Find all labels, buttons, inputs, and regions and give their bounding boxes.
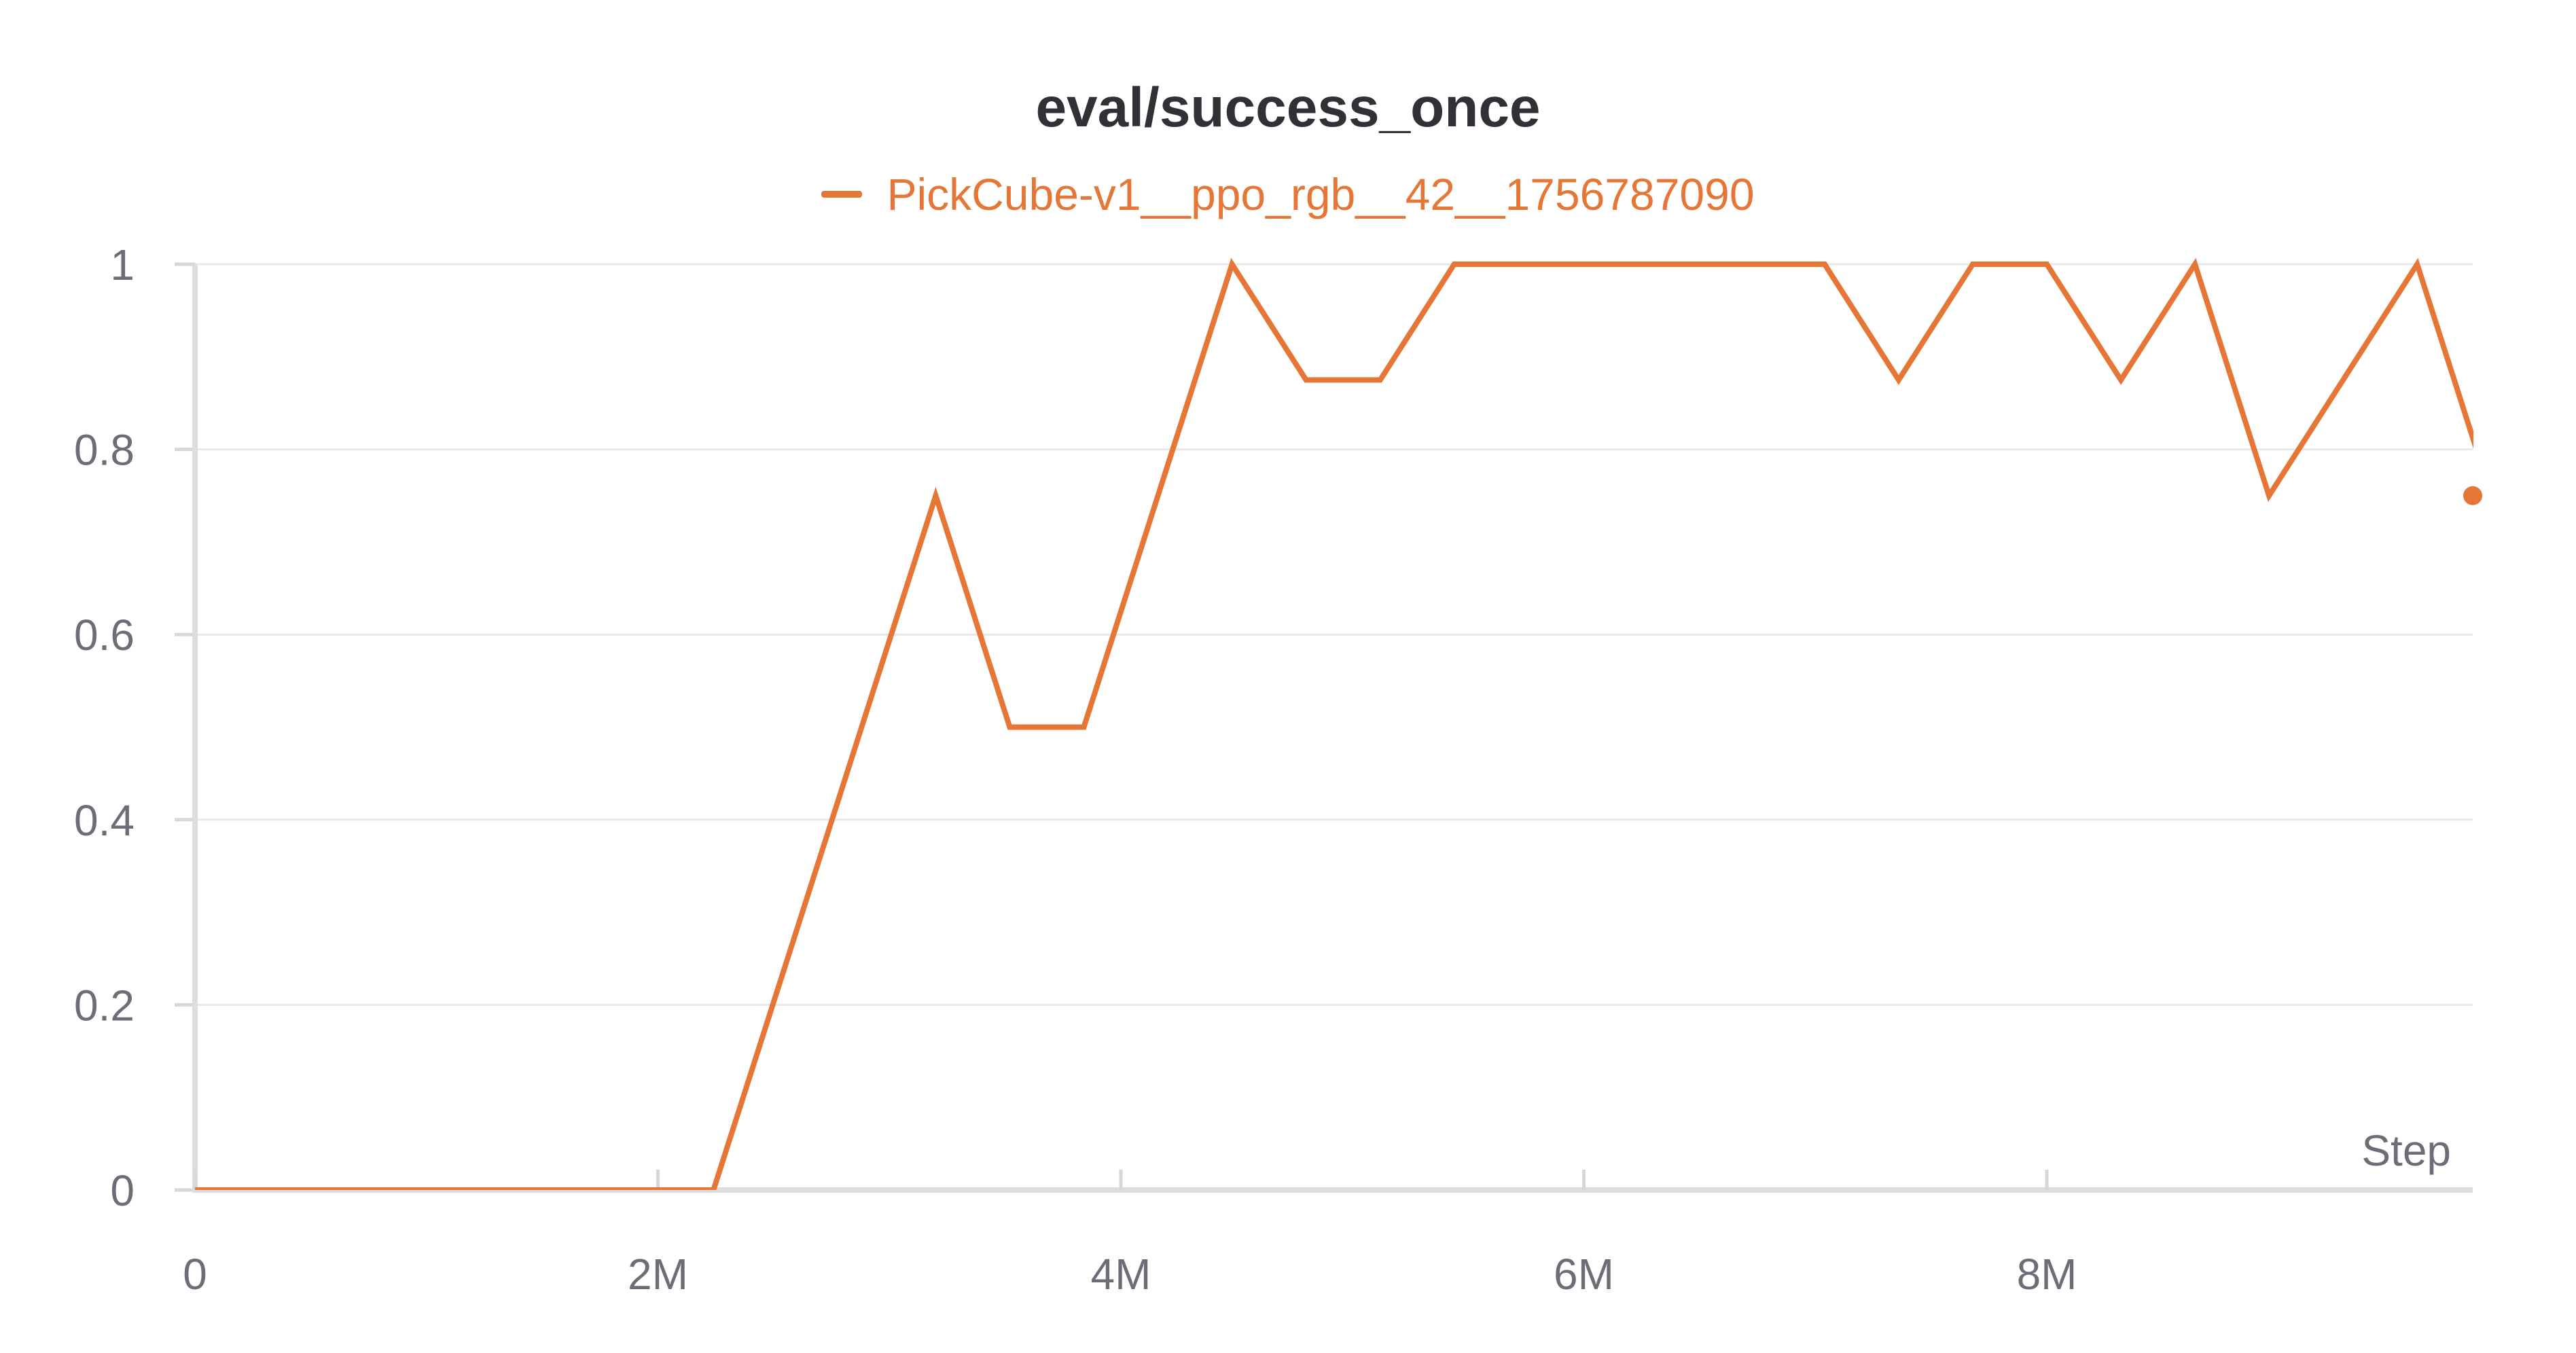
- x-tick-label: 8M: [2017, 1250, 2077, 1299]
- x-tick-label: 6M: [1554, 1250, 1614, 1299]
- y-tick-label: 1: [110, 240, 135, 289]
- chart-title: eval/success_once: [1035, 77, 1541, 139]
- legend-swatch: [821, 191, 863, 198]
- y-tick-label: 0: [110, 1166, 135, 1215]
- legend-series-label: PickCube-v1__ppo_rgb__42__1756787090: [887, 169, 1755, 219]
- y-tick-label: 0.6: [74, 611, 135, 660]
- y-tick-label: 0.8: [74, 426, 135, 475]
- tick-labels: 0 0.2 0.4 0.6 0.8 1 0 2M 4M 6M 8M: [74, 240, 2077, 1299]
- x-tick-label: 0: [183, 1250, 207, 1299]
- series-end-point[interactable]: [2463, 486, 2482, 505]
- series-group: [195, 257, 2491, 1190]
- y-tick-label: 0.4: [74, 796, 135, 845]
- series-line[interactable]: [195, 257, 2491, 1190]
- axes: [175, 262, 2473, 1193]
- series-layer: [195, 257, 2491, 1190]
- legend: PickCube-v1__ppo_rgb__42__1756787090: [0, 168, 2576, 220]
- x-tick-label: 4M: [1091, 1250, 1151, 1299]
- x-tick-label: 2M: [628, 1250, 688, 1299]
- y-tick-label: 0.2: [74, 981, 135, 1030]
- grid-lines: [195, 263, 2473, 1006]
- x-axis-label: Step: [2361, 1126, 2451, 1175]
